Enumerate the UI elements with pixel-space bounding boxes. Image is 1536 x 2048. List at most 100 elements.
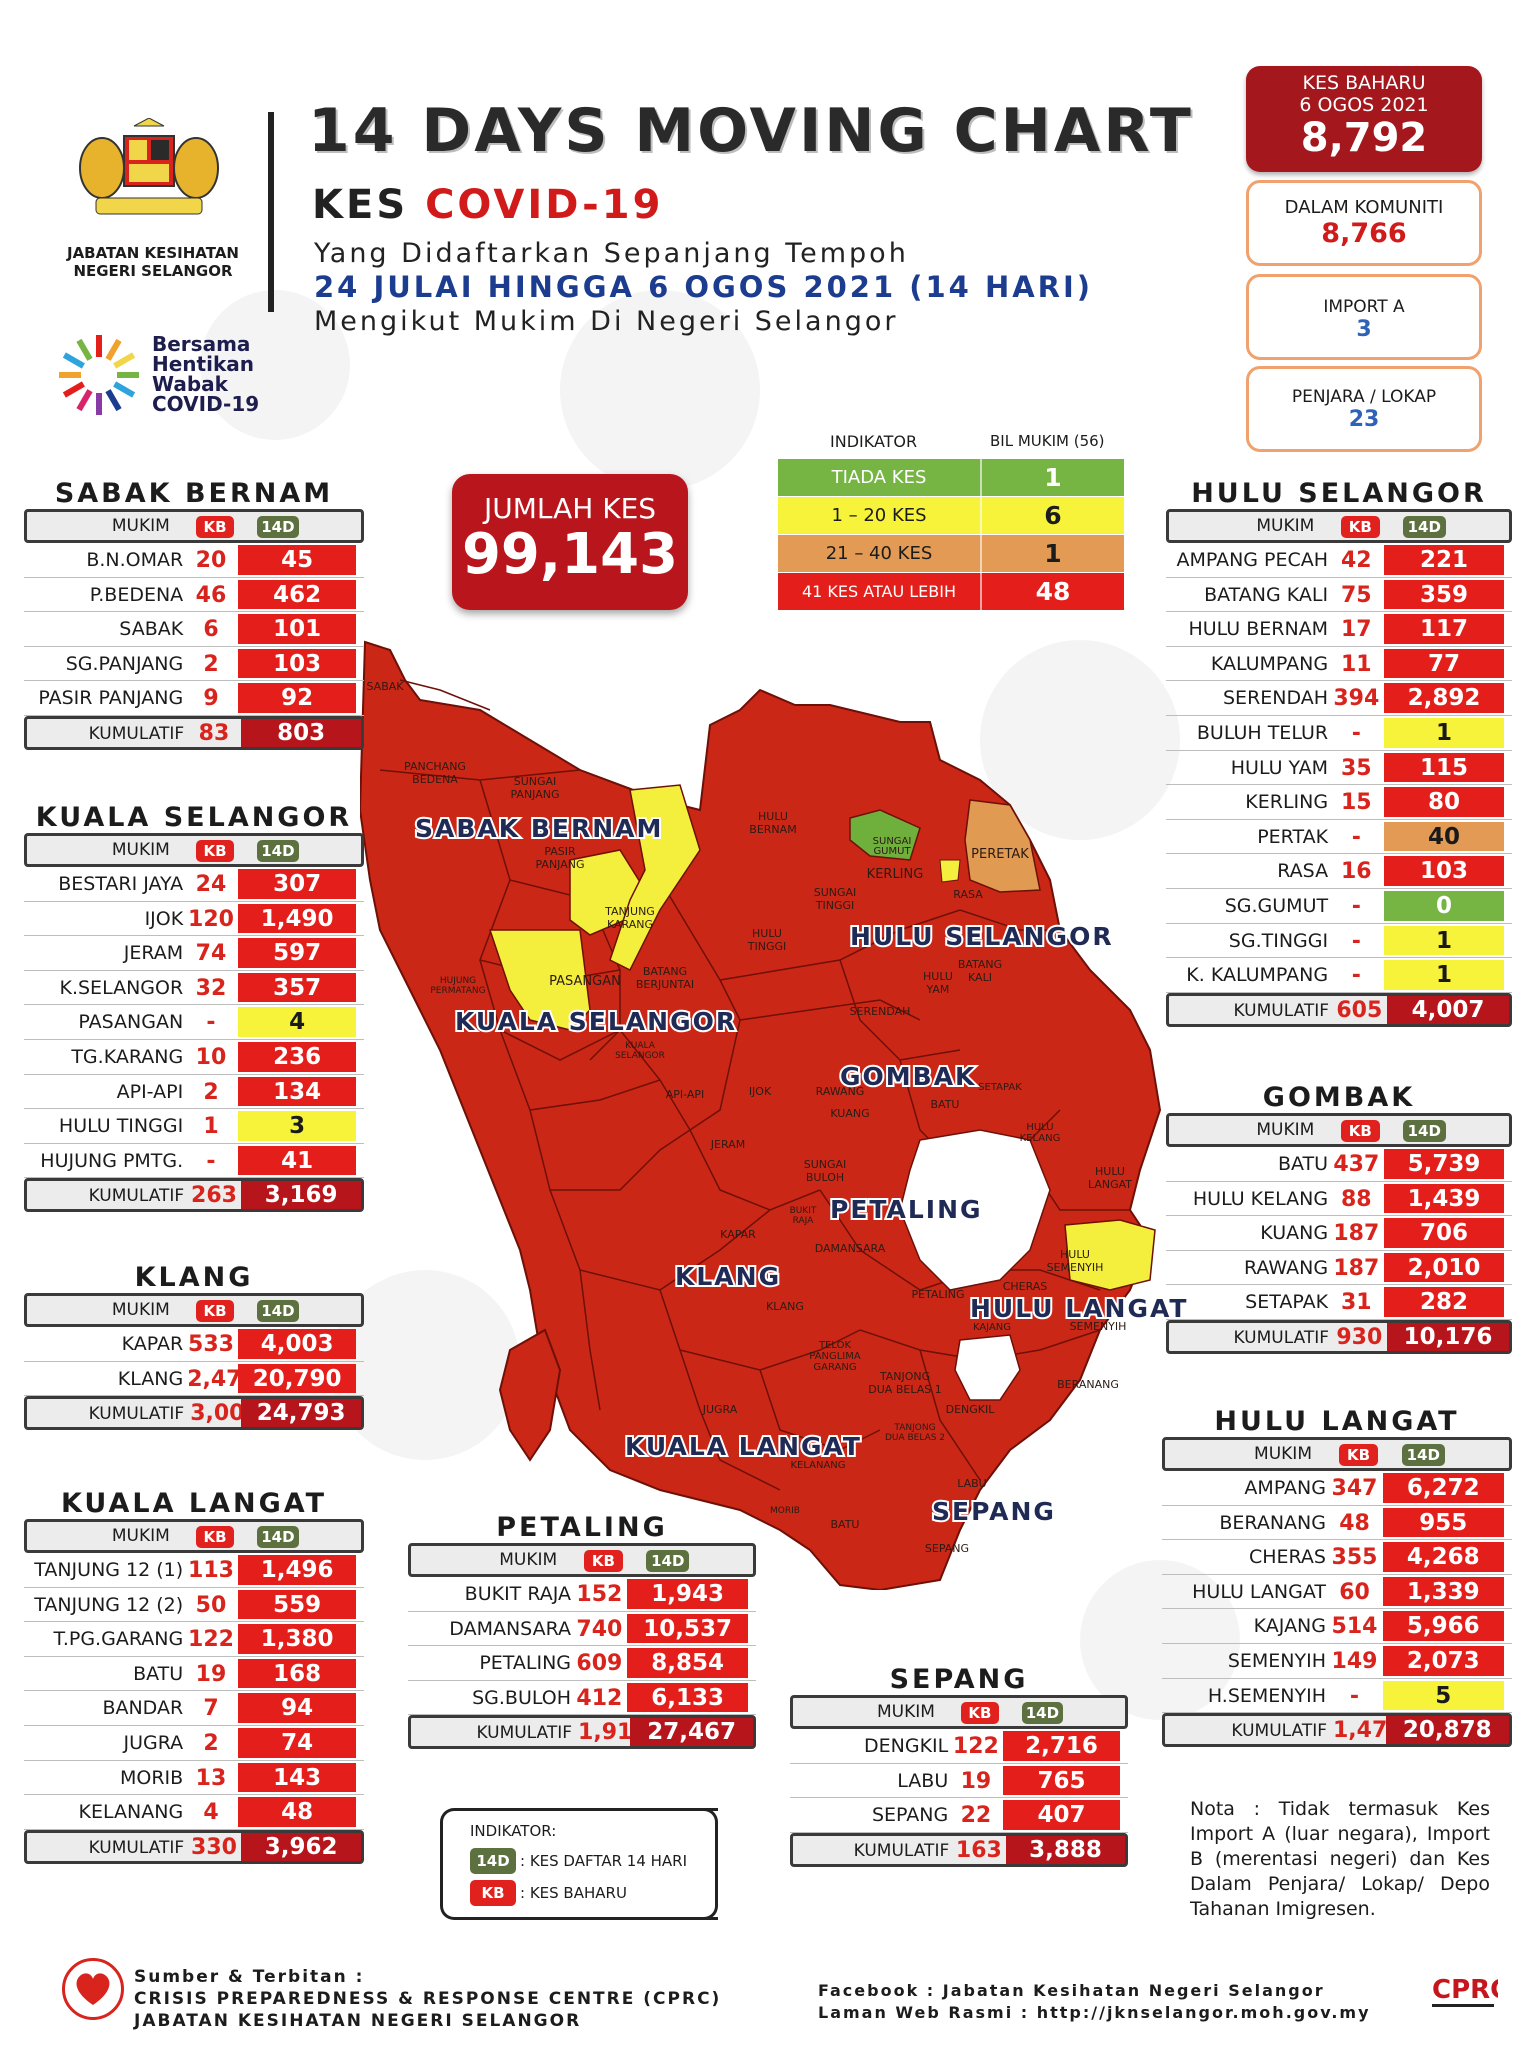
kb-value: 2 <box>203 651 219 677</box>
putrajaya-area <box>954 1334 1021 1401</box>
map-label-jeram: JERAM <box>710 1138 745 1151</box>
mukim-name: SG.GUMUT <box>1224 894 1329 917</box>
table-row: DAMANSARA 740 10,537 <box>408 1612 756 1647</box>
d14-value: 5,966 <box>1382 1611 1504 1641</box>
heart-logo <box>62 1958 124 2020</box>
table-row: BULUH TELUR -1 <box>1166 716 1512 751</box>
table-row: TG.KARANG 10 236 <box>24 1040 364 1075</box>
kb-value: 32 <box>195 975 227 1001</box>
kb-value: 15 <box>1340 790 1372 816</box>
mukim-name: KERLING <box>1245 791 1329 814</box>
import-a-box: IMPORT A 3 <box>1246 274 1482 360</box>
header-14d-badge: 14D <box>1402 1120 1446 1142</box>
table-row: PERTAK -40 <box>1166 820 1512 855</box>
table-header: MUKIM KB 14D <box>24 509 364 543</box>
mukim-name: BESTARI JAYA <box>58 873 184 895</box>
district-table-hulu-selangor: HULU SELANGOR MUKIM KB 14D AMPANG PECAH 42 221… <box>1166 478 1512 1027</box>
breakdown-label: IMPORT A <box>1323 297 1405 317</box>
map-label-api-api: API-API <box>666 1088 705 1101</box>
footer-jkns: JABATAN KESIHATAN NEGERI SELANGOR <box>134 2011 582 2031</box>
header-14d-badge: 14D <box>257 1300 299 1322</box>
kumulatif-label: KUMULATIF <box>476 1723 573 1744</box>
d14-value: 5 <box>1382 1680 1504 1711</box>
kb-value: 122 <box>188 1627 234 1653</box>
map-label-semenyih: SEMENYIH <box>1070 1320 1127 1333</box>
indikator-value: 1 <box>980 535 1124 572</box>
mukim-name: SERENDAH <box>1223 687 1329 710</box>
map-label-bukit-raja: RAJA <box>793 1216 815 1226</box>
kumulatif-14d: 803 <box>241 718 361 747</box>
map-label-tg-karang: TANJUNG <box>604 905 655 918</box>
table-total-row: KUMULATIF 930 10,176 <box>1166 1319 1512 1354</box>
campaign-line: Wabak <box>152 372 228 396</box>
map-label-hulu-kelang: KELANG <box>1020 1133 1061 1144</box>
table-header: MUKIM KB 14D <box>1166 1113 1512 1147</box>
table-row: PASIR PANJANG 9 92 <box>24 681 364 716</box>
map-label-hulu-tinggi: TINGGI <box>747 940 786 953</box>
d14-value: 94 <box>238 1693 356 1723</box>
indikator-value: 48 <box>980 573 1124 610</box>
indikator-label: 1 – 20 KES <box>831 505 927 526</box>
mukim-small-yellow <box>939 859 961 883</box>
district-label-sabak-bernam: SABAK BERNAM <box>415 814 663 843</box>
mukim-name: TG.KARANG <box>71 1045 184 1068</box>
kumulatif-label: KUMULATIF <box>853 1840 950 1861</box>
table-row: KELANANG 4 48 <box>24 1795 364 1830</box>
district-table-sabak-bernam: SABAK BERNAM MUKIM KB 14D B.N.OMAR 20 45 P.BEDE… <box>24 478 364 750</box>
kb-value: 10 <box>195 1044 227 1070</box>
mukim-name: HULU TINGGI <box>58 1115 184 1138</box>
mukim-name: PERTAK <box>1257 825 1329 848</box>
d14-value: 74 <box>238 1727 356 1758</box>
d14-value: 6,272 <box>1382 1473 1504 1503</box>
d14-value: 168 <box>238 1658 356 1689</box>
district-title: KUALA SELANGOR <box>35 802 353 833</box>
footer-facebook-link[interactable]: Facebook : Jabatan Kesihatan Negeri Sela… <box>818 1981 1325 2000</box>
district-title: HULU LANGAT <box>1214 1406 1460 1437</box>
page-subtitle-kes: KES COVID-19 <box>312 182 663 228</box>
kb-value: 4 <box>203 1800 219 1826</box>
table-row: SERENDAH 394 2,892 <box>1166 681 1512 716</box>
map-label-batang-berjuntai: BATANG <box>643 965 687 978</box>
d14-value: 4,268 <box>1382 1542 1504 1572</box>
footer-website-link[interactable]: Laman Web Rasmi : http://jknselangor.moh… <box>818 2003 1371 2022</box>
header-kb-badge: KB <box>196 516 234 538</box>
map-label-hulu-yam: YAM <box>926 983 950 996</box>
mukim-name: LABU <box>897 1769 949 1792</box>
table-row: HUJUNG PMTG. -41 <box>24 1144 364 1179</box>
kb-value: 60 <box>1339 1579 1370 1605</box>
cprc-logo: CPRC <box>1428 1958 1509 2018</box>
district-table-gombak: GOMBAK MUKIM KB 14D BATU 437 5,739 HULU KELANG 8… <box>1166 1082 1512 1354</box>
kumulatif-14d: 3,962 <box>241 1832 361 1861</box>
kb-value: 609 <box>576 1651 623 1677</box>
breakdown-label: DALAM KOMUNITI <box>1284 197 1444 218</box>
mukim-name: KELANANG <box>78 1801 184 1824</box>
kumulatif-label: KUMULATIF <box>1233 1000 1330 1021</box>
table-header: MUKIM KB 14D <box>1166 509 1512 543</box>
map-label-kuala-selangor: KUALA <box>625 1041 656 1051</box>
d14-value: 462 <box>238 579 356 610</box>
indikator-header: INDIKATOR <box>830 432 918 451</box>
district-title: KUALA LANGAT <box>60 1488 327 1519</box>
mukim-sungai-gumut <box>849 809 921 861</box>
map-label-ijok: IJOK <box>749 1085 772 1098</box>
mukim-name: K. KALUMPANG <box>1186 964 1329 987</box>
d14-value: 236 <box>238 1041 356 1072</box>
d14-value: 2,073 <box>1382 1645 1504 1676</box>
map-label-klang: KLANG <box>766 1300 804 1313</box>
kb-value: 74 <box>195 941 227 967</box>
kb-value: 42 <box>1340 548 1372 573</box>
kumulatif-14d: 10,176 <box>1386 1322 1509 1351</box>
mukim-name: HULU YAM <box>1230 756 1329 779</box>
map-label-hulu-bernam: BERNAM <box>749 823 796 836</box>
district-table-sepang: SEPANG MUKIM KB 14D DENGKIL 122 2,716 LABU 19 765… <box>790 1664 1128 1867</box>
map-label-labu: LABU <box>957 1477 987 1490</box>
map-label-rasa: RASA <box>953 888 983 901</box>
district-title: SABAK BERNAM <box>54 478 334 509</box>
kumulatif-kb: 330 <box>191 1834 237 1860</box>
breakdown-label: PENJARA / LOKAP <box>1291 387 1437 407</box>
virus-watermark <box>980 640 1180 840</box>
table-row: BERANANG 48 955 <box>1162 1506 1512 1541</box>
d14-value: 1 <box>1383 925 1504 956</box>
kumulatif-kb: 1,913 <box>578 1720 648 1746</box>
mukim-name: KUANG <box>1260 1222 1329 1245</box>
